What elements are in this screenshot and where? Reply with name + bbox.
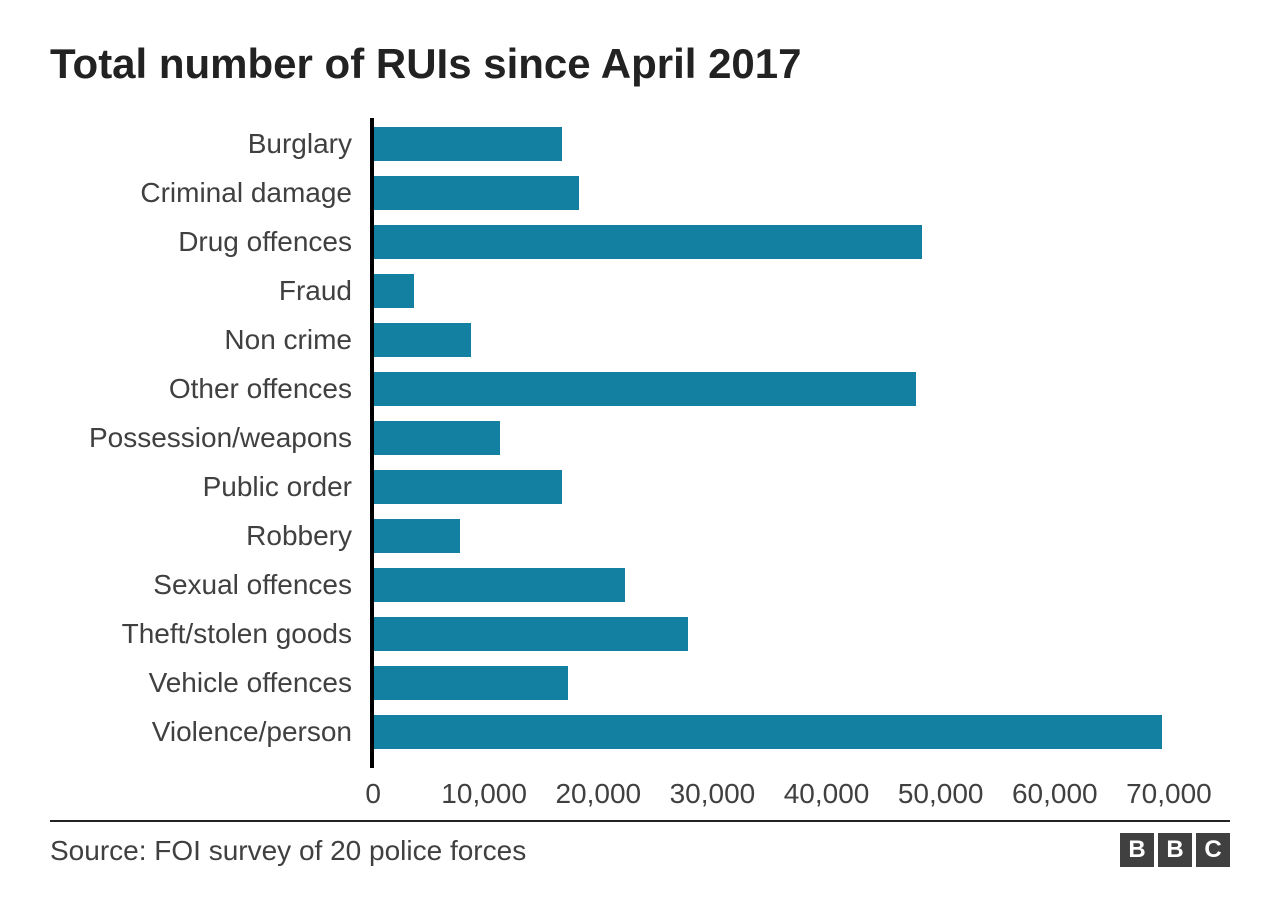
- x-tick-label: 10,000: [441, 778, 527, 810]
- category-label: Robbery: [50, 522, 360, 550]
- bbc-logo: BBC: [1120, 833, 1230, 867]
- category-label: Non crime: [50, 326, 360, 354]
- category-label: Drug offences: [50, 228, 360, 256]
- category-label: Theft/stolen goods: [50, 620, 360, 648]
- bar: [374, 225, 922, 259]
- y-axis-labels: Burglary Criminal damage Drug offences Frau…: [50, 118, 360, 768]
- bar: [374, 372, 916, 406]
- bar: [374, 470, 562, 504]
- x-tick-label: 0: [365, 778, 381, 810]
- bbc-logo-block: C: [1196, 833, 1230, 867]
- category-label: Other offences: [50, 375, 360, 403]
- chart-title: Total number of RUIs since April 2017: [50, 40, 1230, 88]
- bar: [374, 715, 1162, 749]
- bar: [374, 421, 500, 455]
- category-label: Public order: [50, 473, 360, 501]
- x-tick-label: 50,000: [898, 778, 984, 810]
- x-tick-label: 60,000: [1012, 778, 1098, 810]
- category-label: Burglary: [50, 130, 360, 158]
- category-label: Fraud: [50, 277, 360, 305]
- footer-rule: [50, 820, 1230, 822]
- category-label: Violence/person: [50, 718, 360, 746]
- bbc-logo-block: B: [1158, 833, 1192, 867]
- plot-area: [370, 118, 1230, 768]
- chart-container: Total number of RUIs since April 2017 Bu…: [0, 0, 1280, 918]
- bar: [374, 617, 688, 651]
- bbc-logo-block: B: [1120, 833, 1154, 867]
- chart-area: Burglary Criminal damage Drug offences Frau…: [50, 118, 1230, 768]
- category-label: Possession/weapons: [50, 424, 360, 452]
- bar: [374, 127, 562, 161]
- category-label: Sexual offences: [50, 571, 360, 599]
- bar: [374, 519, 460, 553]
- category-label: Vehicle offences: [50, 669, 360, 697]
- bar: [374, 274, 414, 308]
- x-tick-label: 70,000: [1126, 778, 1212, 810]
- category-label: Criminal damage: [50, 179, 360, 207]
- bar: [374, 176, 579, 210]
- x-tick-label: 30,000: [670, 778, 756, 810]
- x-tick-label: 40,000: [784, 778, 870, 810]
- x-tick-label: 20,000: [555, 778, 641, 810]
- source-text: Source: FOI survey of 20 police forces: [50, 835, 526, 867]
- bar: [374, 323, 471, 357]
- bar: [374, 568, 625, 602]
- bar: [374, 666, 568, 700]
